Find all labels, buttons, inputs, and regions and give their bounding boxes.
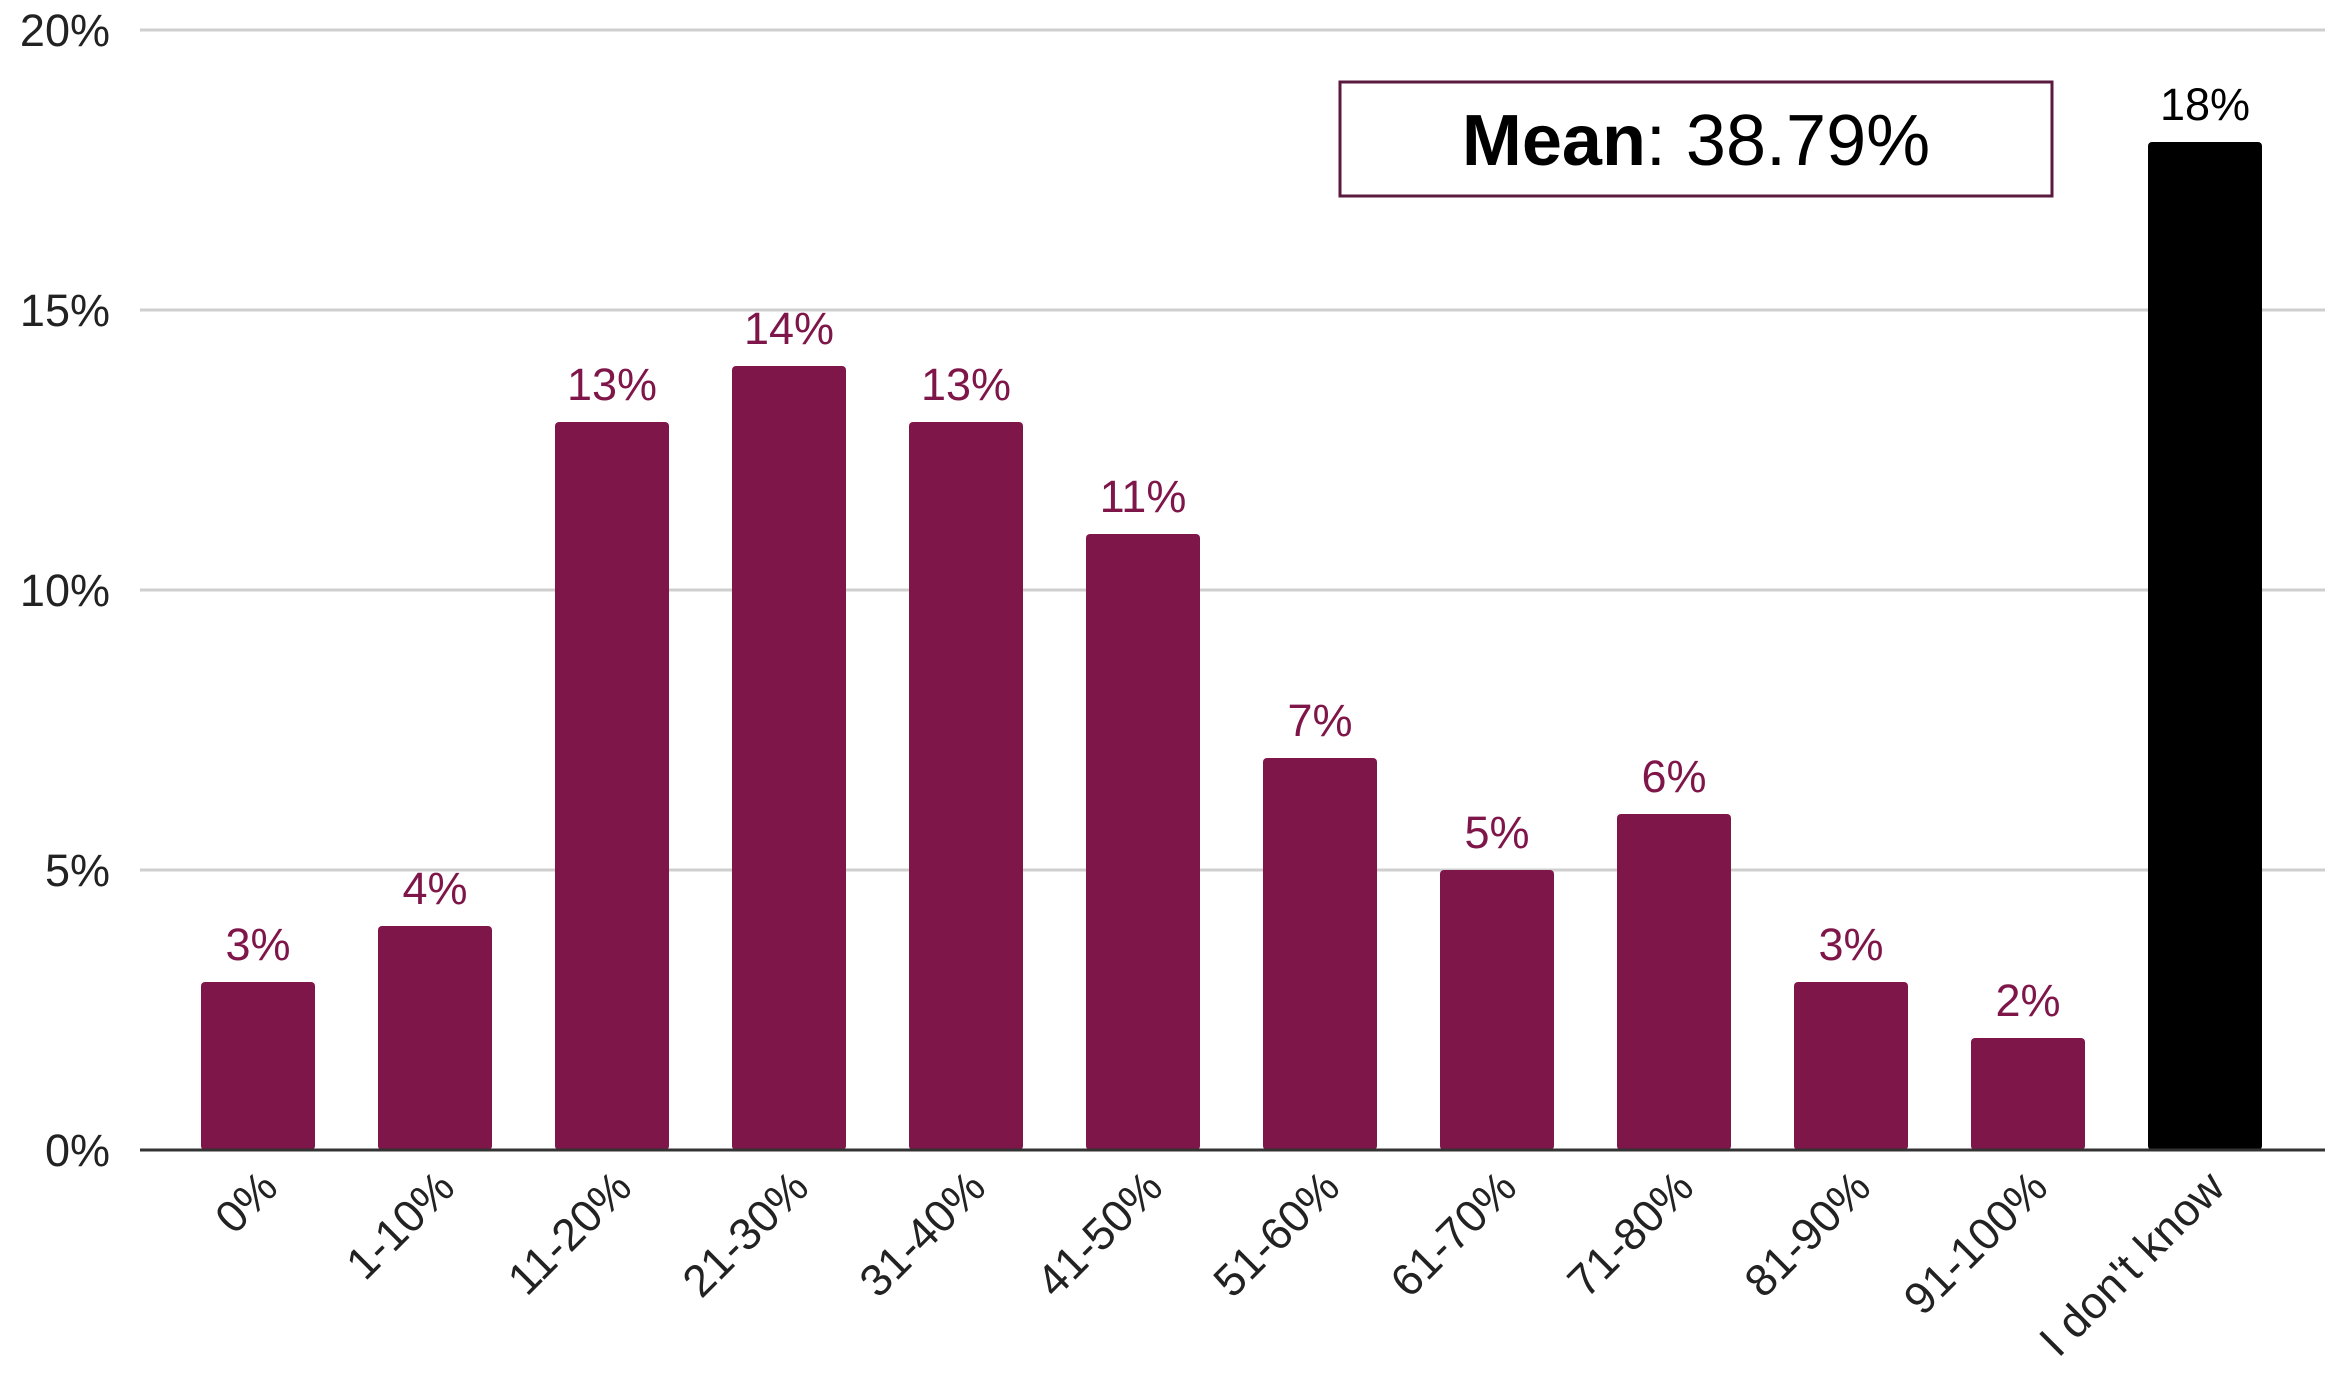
data-labels: 3% 4% 13% 14% 13% 11% 7% 5% 6% 3% 2% 18% [225,79,2250,1026]
y-tick-label: 10% [20,565,110,616]
y-tick-label: 15% [20,285,110,336]
mean-value: : 38.79% [1646,101,1930,181]
bar [1086,534,1200,1150]
bar [1794,982,1908,1150]
bar [1617,814,1731,1150]
bar [2148,142,2262,1150]
data-label: 5% [1464,807,1529,858]
y-axis-tick-labels: 0% 5% 10% 15% 20% [20,5,110,1176]
bar [378,926,492,1150]
bar [555,422,669,1150]
data-label: 18% [2160,79,2250,130]
data-label: 13% [921,359,1011,410]
x-tick-label: 81-90% [1734,1161,1880,1307]
data-label: 3% [225,919,290,970]
x-axis-category-labels: 0% 1-10% 11-20% 21-30% 31-40% 41-50% 51-60% 61-… [205,1161,2234,1366]
bar [909,422,1023,1150]
x-tick-label: 31-40% [849,1161,995,1307]
x-tick-label: 61-70% [1380,1161,1526,1307]
x-tick-label: 51-60% [1203,1161,1349,1307]
gridlines [140,28,2325,872]
y-tick-label: 5% [45,845,110,896]
bars [201,142,2262,1150]
data-label: 7% [1287,695,1352,746]
mean-annotation-text: Mean: 38.79% [1462,101,1930,181]
x-tick-label: 91-100% [1894,1161,2057,1324]
data-label: 2% [1995,975,2060,1026]
x-tick-label: 11-20% [498,1161,641,1304]
x-tick-label: 41-50% [1026,1161,1172,1307]
y-tick-label: 20% [20,5,110,56]
bar [732,366,846,1150]
bar [1440,870,1554,1150]
bar [1263,758,1377,1150]
data-label: 14% [744,303,834,354]
mean-annotation-box: Mean: 38.79% [1338,80,2054,198]
bar [1971,1038,2085,1150]
x-tick-label: 1-10% [336,1161,464,1289]
mean-box-border [1338,80,2054,198]
data-label: 13% [567,359,657,410]
x-tick-label: 0% [205,1161,287,1243]
x-tick-label: 71-80% [1557,1161,1703,1307]
data-label: 3% [1818,919,1883,970]
y-tick-label: 0% [45,1125,110,1176]
data-label: 6% [1641,751,1706,802]
x-tick-label: 21-30% [672,1161,818,1307]
data-label: 4% [402,863,467,914]
bar [201,982,315,1150]
x-tick-label: I don't know [2029,1161,2234,1366]
data-label: 11% [1100,471,1187,522]
mean-label: Mean [1462,101,1646,181]
